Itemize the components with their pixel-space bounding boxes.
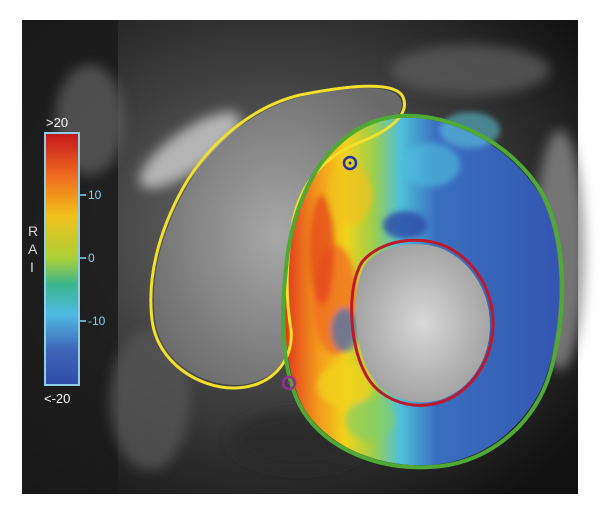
marker-lower [281, 375, 297, 391]
anatomy-texture [55, 45, 585, 470]
colorbar-axis-letter-a: A [28, 241, 38, 257]
colorbar-bottom-label: <-20 [44, 391, 71, 406]
left-ventricle-cavity [355, 244, 490, 403]
myocardium-blotches [310, 112, 500, 440]
colorbar-axis-letter-r: R [28, 223, 39, 239]
colorbar-tick-label-10: 10 [88, 188, 102, 202]
endocardium-contour [350, 238, 495, 407]
colorbar [44, 132, 80, 386]
colorbar-axis-letter-i: I [30, 259, 34, 275]
colorbar-tick-label-minus10: -10 [88, 314, 106, 328]
epicardium-contour [281, 113, 565, 470]
colorbar-top-label: >20 [46, 115, 69, 130]
colorbar-tick-label-0: 0 [88, 251, 95, 265]
right-ventricle [153, 88, 402, 385]
marker-upper [342, 155, 358, 171]
